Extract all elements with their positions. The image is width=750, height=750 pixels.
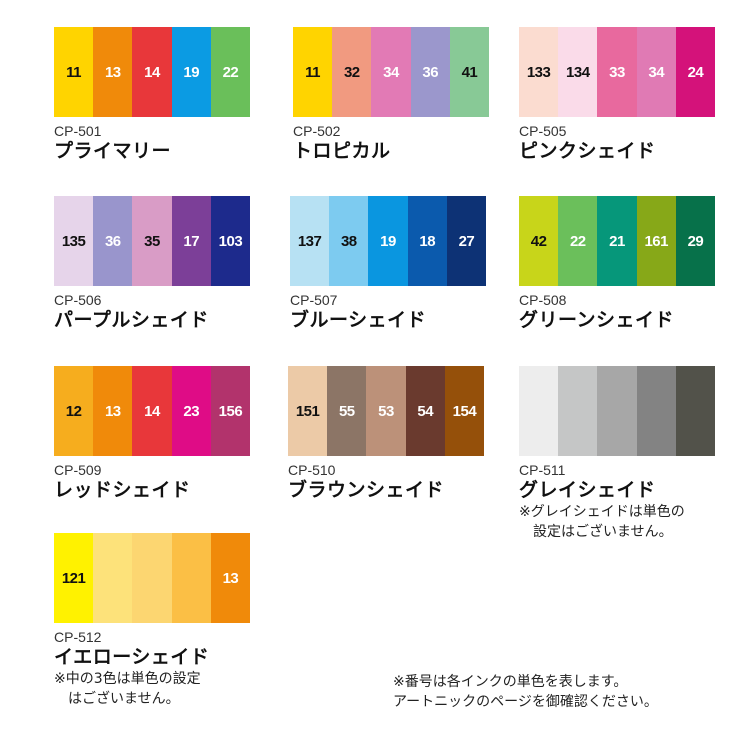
color-swatch: 42 [519, 196, 559, 286]
color-set-cp-506: 135 36 35 17 103 CP-506 パープルシェイド [54, 196, 251, 332]
color-swatch: 55 [327, 366, 367, 456]
set-name: グリーンシェイド [519, 309, 675, 331]
color-set-cp-507: 137 38 19 18 27 CP-507 ブルーシェイド [290, 196, 487, 332]
color-swatch: 36 [410, 27, 450, 117]
color-swatch: 103 [210, 196, 251, 286]
color-swatch: 13 [93, 366, 133, 456]
color-swatch: 22 [558, 196, 598, 286]
color-swatch: 151 [288, 366, 328, 456]
color-swatch [519, 366, 559, 456]
color-swatch: 34 [371, 27, 411, 117]
set-note: ※グレイシェイドは単色の 設定はございません。 [519, 504, 685, 540]
color-swatch: 33 [597, 27, 637, 117]
color-swatch: 19 [368, 196, 408, 286]
set-code: CP-509 [54, 462, 102, 478]
set-code: CP-501 [54, 123, 102, 139]
swatch-strip: 12 13 14 23 156 [54, 366, 251, 456]
set-code: CP-511 [519, 462, 566, 478]
color-swatch: 13 [93, 27, 133, 117]
color-swatch: 27 [446, 196, 487, 286]
set-note: ※中の3色は単色の設定 はございません。 [54, 671, 201, 707]
color-swatch [558, 366, 598, 456]
set-name: イエローシェイド [54, 646, 210, 668]
set-name: グレイシェイド [519, 479, 656, 501]
color-set-cp-501: 11 13 14 19 22 CP-501 プライマリー [54, 27, 251, 163]
color-swatch: 133 [519, 27, 559, 117]
color-swatch [597, 366, 637, 456]
color-swatch: 24 [675, 27, 716, 117]
color-set-cp-508: 42 22 21 161 29 CP-508 グリーンシェイド [519, 196, 716, 332]
color-swatch [93, 533, 133, 623]
set-name: ブラウンシェイド [288, 479, 445, 501]
color-swatch [171, 533, 211, 623]
color-set-cp-511: CP-511 グレイシェイド ※グレイシェイドは単色の 設定はございません。 [519, 366, 716, 542]
set-code: CP-506 [54, 292, 102, 308]
swatch-strip: 11 13 14 19 22 [54, 27, 251, 117]
set-name: ブルーシェイド [290, 309, 427, 331]
color-swatch: 11 [54, 27, 94, 117]
color-swatch: 36 [93, 196, 133, 286]
color-swatch: 11 [293, 27, 333, 117]
swatch-strip: 135 36 35 17 103 [54, 196, 251, 286]
swatch-strip: 133 134 33 34 24 [519, 27, 716, 117]
color-set-cp-510: 151 55 53 54 154 CP-510 ブラウンシェイド [288, 366, 485, 502]
color-swatch: 35 [132, 196, 172, 286]
swatch-strip: 121 13 [54, 533, 251, 623]
color-swatch: 53 [366, 366, 406, 456]
set-code: CP-510 [288, 462, 336, 478]
color-swatch: 32 [332, 27, 372, 117]
color-swatch: 18 [407, 196, 447, 286]
set-name: プライマリー [54, 140, 172, 162]
set-name: ピンクシェイド [519, 140, 656, 162]
color-swatch: 137 [290, 196, 330, 286]
swatch-strip: 137 38 19 18 27 [290, 196, 487, 286]
swatch-strip [519, 366, 716, 456]
color-swatch: 22 [210, 27, 251, 117]
swatch-strip: 151 55 53 54 154 [288, 366, 485, 456]
color-swatch: 23 [171, 366, 211, 456]
color-swatch: 19 [171, 27, 211, 117]
set-code: CP-505 [519, 123, 567, 139]
color-swatch: 12 [54, 366, 94, 456]
color-swatch: 161 [636, 196, 676, 286]
color-set-cp-505: 133 134 33 34 24 CP-505 ピンクシェイド [519, 27, 716, 163]
color-swatch: 41 [449, 27, 490, 117]
swatch-strip: 42 22 21 161 29 [519, 196, 716, 286]
color-swatch: 29 [675, 196, 716, 286]
set-name: トロピカル [293, 140, 391, 162]
color-swatch: 135 [54, 196, 94, 286]
set-code: CP-507 [290, 292, 338, 308]
swatch-strip: 11 32 34 36 41 [293, 27, 490, 117]
color-swatch: 13 [210, 533, 251, 623]
color-swatch: 156 [210, 366, 251, 456]
color-swatch: 34 [636, 27, 676, 117]
color-set-cp-502: 11 32 34 36 41 CP-502 トロピカル [293, 27, 490, 163]
color-swatch: 121 [54, 533, 94, 623]
color-set-cp-512: 121 13 CP-512 イエローシェイド ※中の3色は単色の設定 はございません。 [54, 533, 251, 709]
color-swatch: 54 [405, 366, 445, 456]
color-swatch: 17 [171, 196, 211, 286]
set-code: CP-508 [519, 292, 567, 308]
color-swatch: 38 [329, 196, 369, 286]
color-swatch [132, 533, 172, 623]
color-swatch: 154 [444, 366, 485, 456]
color-swatch [636, 366, 676, 456]
color-set-cp-509: 12 13 14 23 156 CP-509 レッドシェイド [54, 366, 251, 502]
color-swatch [675, 366, 716, 456]
color-swatch: 14 [132, 27, 172, 117]
color-swatch: 14 [132, 366, 172, 456]
set-code: CP-502 [293, 123, 341, 139]
set-name: パープルシェイド [54, 309, 209, 331]
general-note: ※番号は各インクの単色を表します。 アートニックのページを御確認ください。 [393, 674, 658, 710]
set-name: レッドシェイド [54, 479, 191, 501]
color-swatch: 134 [558, 27, 598, 117]
set-code: CP-512 [54, 629, 102, 645]
color-swatch: 21 [597, 196, 637, 286]
